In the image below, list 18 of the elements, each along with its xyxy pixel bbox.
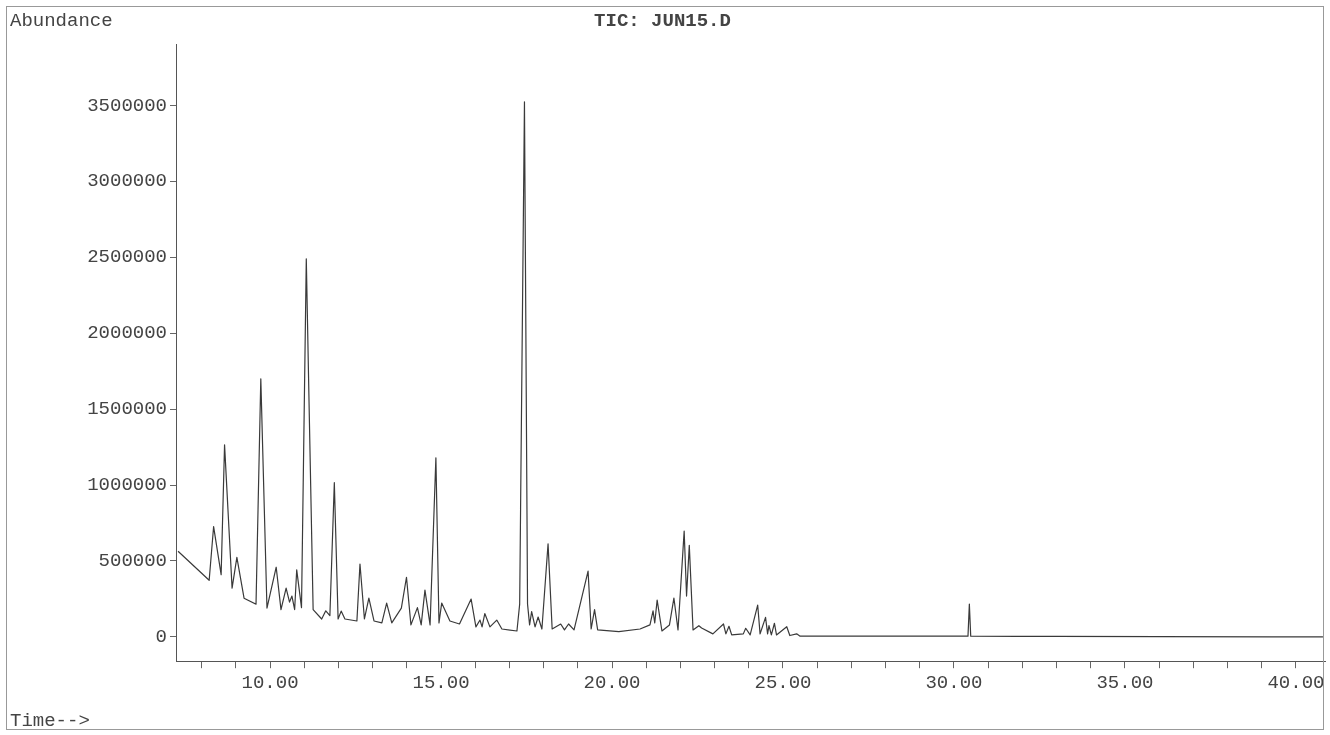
x-tick-label: 40.00 <box>1267 671 1325 694</box>
y-tick-label: 3500000 <box>87 94 167 117</box>
chart-title: TIC: JUN15.D <box>594 10 731 33</box>
x-tick-label: 25.00 <box>754 671 812 694</box>
y-tick-label: 1000000 <box>87 474 167 497</box>
y-axis-title: Abundance <box>10 10 113 32</box>
y-tick-label: 1500000 <box>87 398 167 421</box>
x-tick-label: 15.00 <box>412 671 470 694</box>
x-tick-label: 10.00 <box>241 671 299 694</box>
y-tick-label: 0 <box>155 625 167 648</box>
x-axis-title: Time--> <box>10 710 90 732</box>
x-tick-label: 30.00 <box>925 671 983 694</box>
x-tick-label: 20.00 <box>583 671 641 694</box>
y-tick-label: 500000 <box>98 550 167 573</box>
y-tick-label: 2500000 <box>87 246 167 269</box>
y-tick-label: 2000000 <box>87 322 167 345</box>
x-tick-label: 35.00 <box>1096 671 1154 694</box>
y-tick-label: 3000000 <box>87 170 167 193</box>
